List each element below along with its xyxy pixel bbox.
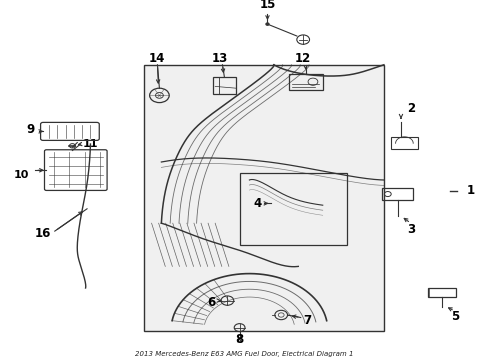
Bar — [239, 173, 346, 245]
Bar — [288, 74, 322, 90]
Text: 12: 12 — [294, 52, 311, 65]
Text: 13: 13 — [211, 52, 228, 65]
Text: 3: 3 — [406, 223, 414, 236]
Bar — [382, 188, 412, 200]
Text: 6: 6 — [206, 296, 215, 309]
Text: 8: 8 — [235, 333, 243, 346]
Text: 11: 11 — [83, 139, 99, 149]
Text: 15: 15 — [259, 0, 275, 11]
Text: 7: 7 — [303, 314, 311, 327]
Bar — [144, 65, 383, 331]
Text: 2: 2 — [406, 102, 414, 115]
Text: 2013 Mercedes-Benz E63 AMG Fuel Door, Electrical Diagram 1: 2013 Mercedes-Benz E63 AMG Fuel Door, El… — [135, 351, 353, 357]
Text: 4: 4 — [253, 197, 261, 210]
Bar — [212, 77, 236, 94]
Text: 9: 9 — [26, 123, 34, 136]
Circle shape — [265, 23, 268, 25]
Text: 1: 1 — [466, 184, 474, 197]
Bar — [427, 288, 455, 297]
Text: 10: 10 — [14, 170, 29, 180]
Text: 16: 16 — [35, 227, 51, 240]
Text: 5: 5 — [450, 310, 458, 323]
Text: 14: 14 — [148, 52, 164, 65]
